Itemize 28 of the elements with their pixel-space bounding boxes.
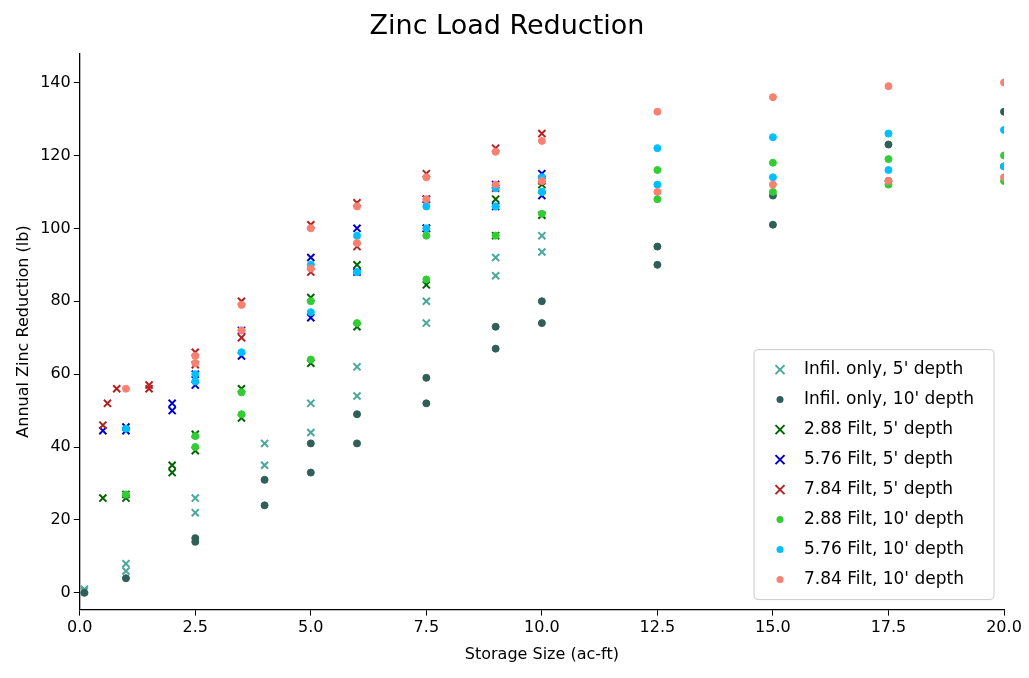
x-axis-title: Storage Size (ac-ft)	[464, 643, 619, 663]
legend-label: 7.84 Filt, 5' depth	[804, 478, 954, 499]
legend-label: Infil. only, 5' depth	[804, 358, 964, 379]
legend-label: 5.76 Filt, 5' depth	[804, 448, 954, 469]
chart-title: Zinc Load Reduction	[369, 9, 645, 41]
y-tick-label: 80	[50, 290, 71, 310]
legend-label: Infil. only, 10' depth	[804, 388, 974, 409]
y-tick-label: 140	[40, 71, 71, 91]
x-tick-label: 17.5	[870, 617, 907, 637]
x-tick-label: 12.5	[639, 617, 676, 637]
x-tick-label: 5.0	[298, 617, 324, 637]
y-axis-title: Annual Zinc Reduction (lb)	[12, 225, 32, 438]
legend-label: 2.88 Filt, 5' depth	[804, 418, 954, 439]
y-tick-label: 60	[50, 363, 71, 383]
x-tick-label: 15.0	[755, 617, 791, 637]
x-tick-label: 10.0	[524, 617, 560, 637]
y-tick-label: 100	[40, 217, 71, 237]
x-tick-label: 20.0	[986, 617, 1022, 637]
y-tick-label: 120	[40, 144, 71, 164]
y-tick-label: 0	[60, 581, 71, 601]
x-tick-label: 0.0	[67, 617, 93, 637]
y-tick-label: 20	[50, 509, 71, 529]
legend-label: 5.76 Filt, 10' depth	[804, 538, 964, 559]
legend-label: 2.88 Filt, 10' depth	[804, 508, 964, 529]
y-tick-label: 40	[50, 436, 71, 456]
legend-label: 7.84 Filt, 10' depth	[804, 568, 964, 589]
x-tick-label: 2.5	[182, 617, 208, 637]
x-tick-label: 7.5	[413, 617, 440, 637]
